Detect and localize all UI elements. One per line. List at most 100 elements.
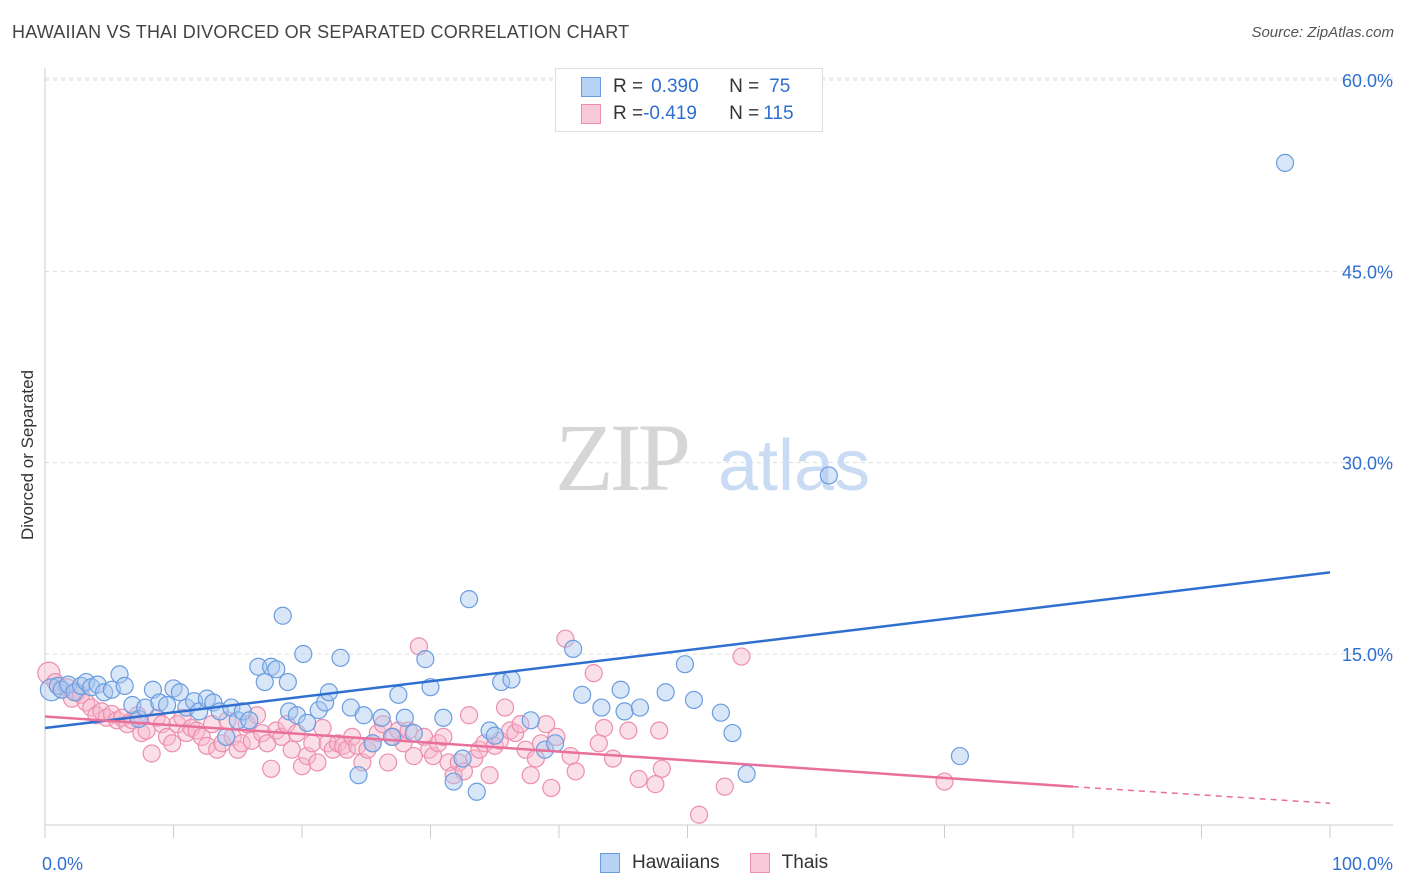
hawaiians-point [354,706,373,725]
thais-point [378,753,398,772]
legend-n-value: 75 [769,76,791,97]
legend-item-hawaiians[interactable]: Hawaiians [600,852,720,874]
legend-r-value: 0.390 [651,76,699,97]
thais-point [197,736,217,755]
hawaiians-point [950,746,970,766]
legend-label-hawaiians: Hawaiians [632,852,720,873]
hawaiians-trend-line [44,571,1331,730]
hawaiians-point [273,606,292,625]
thais-point [308,753,327,772]
thais-point [163,734,182,753]
hawaiians-point [459,590,479,609]
thais-point [594,718,614,738]
thais-point [434,727,453,747]
thais-point [715,777,734,796]
legend-swatch-thais [749,853,770,873]
hawaiians-point [630,698,650,717]
thais-point [603,749,623,768]
y-tick-label: 60.0% [1342,71,1393,91]
hawaiians-point [262,657,281,676]
legend-swatch-hawaiians [600,853,620,873]
hawaiians-point [675,655,695,674]
legend-n-label: N = [729,76,760,97]
thais-point [459,706,479,725]
y-tick-label: 15.0% [1342,645,1393,665]
hawaiians-point [294,644,313,664]
hawaiians-point [502,670,521,689]
thais-point [589,734,608,753]
hawaiians-point [278,672,297,692]
legend-row-thais: R = -0.419 N = 115 [581,102,794,126]
hawaiians-point [546,734,565,753]
hawaiians-point [404,723,423,743]
grid-lines [45,77,1393,655]
thais-point [480,766,499,785]
thais-point [689,805,709,824]
thais-point [537,715,556,734]
thais-point [935,772,954,791]
hawaiians-point [521,711,540,730]
legend-n-value: 115 [763,103,794,124]
x-tick-label: 100.0% [1332,854,1393,874]
thais-point [521,766,540,785]
y-tick-label: 45.0% [1342,262,1393,282]
thais-point [303,734,322,753]
thais-point [242,731,261,750]
chart-title: HAWAIIAN VS THAI DIVORCED OR SEPARATED C… [12,22,630,42]
legend-row-hawaiians: R = 0.390 N = 75 [581,75,790,99]
watermark: ZIP atlas [555,404,870,511]
thais-point [652,759,671,778]
watermark-atlas: atlas [718,426,870,506]
legend-r-label: R = [613,76,644,97]
legend-label-thais: Thais [781,852,829,873]
legend-r-value: -0.419 [643,103,697,124]
hawaiians-point [723,723,742,743]
thais-point [373,715,393,734]
y-axis-label: Divorced or Separated [18,369,37,541]
hawaiians-point [564,639,583,658]
thais-point [511,715,530,734]
hawaiians-point [331,648,350,667]
legend-swatch-thais [581,104,601,124]
hawaiians-point [217,727,236,747]
hawaiians-point [395,708,414,727]
hawaiians-point [615,702,634,721]
hawaiians-point [485,726,504,745]
hawaiians-point [240,711,259,730]
thais-point [556,629,575,648]
series-legend: Hawaiians Thais [600,852,858,874]
hawaiians-point [382,727,402,747]
hawaiians-point [110,665,129,684]
thais-trend-extension [1072,785,1331,804]
hawaiians-point [39,678,64,702]
thais-point [584,664,603,683]
thais-point [368,723,387,743]
hawaiians-point [656,683,675,702]
hawaiians-point [467,782,486,801]
legend-item-thais[interactable]: Thais [749,852,829,874]
hawaiians-point [115,676,134,695]
hawaiians-point [255,672,274,692]
thais-point [629,769,648,789]
y-tick-label: 30.0% [1342,454,1393,474]
stats-legend: R = 0.390 N = 75 R = -0.419 N = 115 [555,68,823,132]
thais-point [646,775,665,794]
hawaiians-point [349,766,368,785]
x-tick-label: 0.0% [42,854,83,874]
thais-point [132,723,151,743]
legend-n-label: N = [729,103,760,124]
hawaiians-point [249,657,268,676]
thais-point [566,762,585,781]
hawaiians-point [416,650,435,669]
hawaiians-point [592,698,611,717]
thais-point [547,727,566,747]
thais-point [542,778,561,798]
hawaiians-point [444,772,463,791]
hawaiians-point [1275,153,1295,173]
thais-point [404,746,423,766]
thais-point [506,723,525,743]
hawaiians-point [453,749,472,768]
tick-labels: 15.0% 30.0% 45.0% 60.0% 0.0% 100.0% [42,71,1393,874]
thais-point [142,744,161,763]
thais-trend-line [44,715,1074,788]
